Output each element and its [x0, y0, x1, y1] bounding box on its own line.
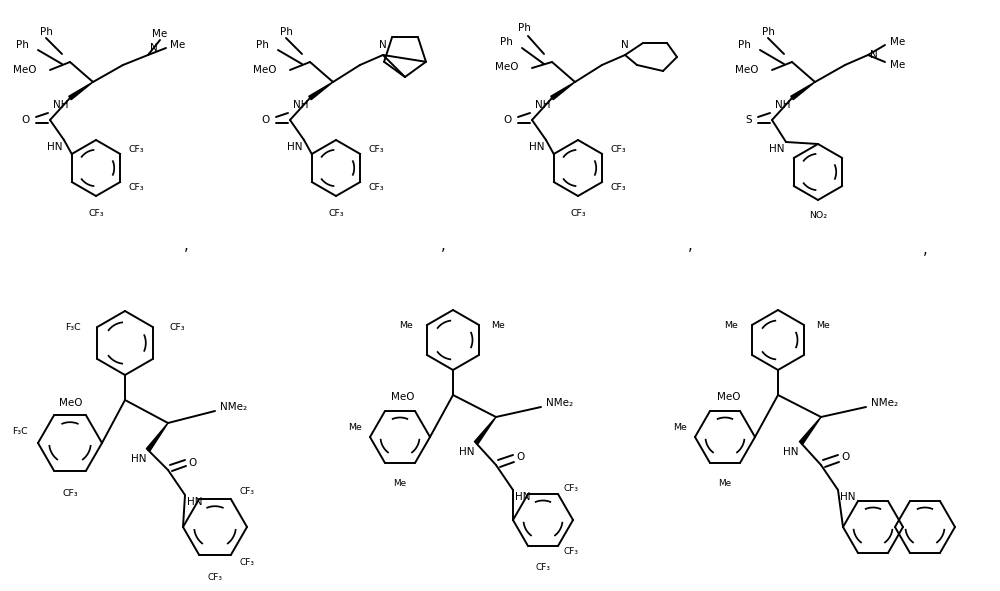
Text: CF₃: CF₃ [128, 183, 144, 191]
Text: HN: HN [458, 447, 474, 457]
Text: NH: NH [774, 100, 790, 110]
Text: O: O [841, 452, 849, 462]
Text: Me: Me [724, 320, 738, 330]
Text: MeO: MeO [716, 392, 740, 402]
Text: CF₃: CF₃ [536, 563, 550, 573]
Text: Ph: Ph [40, 27, 53, 37]
Text: HN: HN [840, 492, 856, 502]
Text: HN: HN [784, 447, 799, 457]
Text: NMe₂: NMe₂ [871, 398, 898, 408]
Text: CF₃: CF₃ [610, 145, 626, 154]
Text: CF₃: CF₃ [564, 483, 579, 492]
Text: Ph: Ph [762, 27, 775, 37]
Text: CF₃: CF₃ [328, 209, 344, 219]
Text: N: N [379, 40, 387, 50]
Text: Me: Me [399, 320, 413, 330]
Text: HN: HN [187, 497, 202, 507]
Polygon shape [551, 82, 575, 100]
Text: CF₃: CF₃ [368, 183, 384, 191]
Text: Me: Me [393, 479, 407, 488]
Text: O: O [516, 452, 524, 462]
Text: NO₂: NO₂ [809, 210, 827, 219]
Text: ,: , [184, 238, 188, 252]
Text: Ph: Ph [738, 40, 751, 50]
Text: CF₃: CF₃ [208, 573, 222, 582]
Text: HN: HN [768, 144, 784, 154]
Text: Ph: Ph [500, 37, 513, 47]
Polygon shape [799, 417, 821, 444]
Polygon shape [309, 82, 333, 100]
Text: NH: NH [292, 100, 308, 110]
Polygon shape [69, 82, 93, 100]
Text: Me: Me [673, 423, 687, 431]
Text: CF₃: CF₃ [88, 209, 104, 219]
Text: CF₃: CF₃ [239, 487, 254, 496]
Text: N: N [150, 43, 158, 53]
Text: HN: HN [515, 492, 530, 502]
Text: CF₃: CF₃ [239, 558, 254, 567]
Text: Me: Me [491, 320, 505, 330]
Text: MeO: MeO [253, 65, 276, 75]
Text: NH: NH [534, 100, 550, 110]
Text: CF₃: CF₃ [564, 547, 579, 557]
Polygon shape [474, 417, 496, 444]
Text: CF₃: CF₃ [610, 183, 626, 191]
Text: O: O [22, 115, 30, 125]
Text: MeO: MeO [13, 65, 36, 75]
Text: HN: HN [46, 142, 62, 152]
Text: ,: , [621, 583, 625, 591]
Text: Me: Me [816, 320, 830, 330]
Text: MeO: MeO [495, 62, 518, 72]
Text: ,: , [688, 238, 692, 252]
Text: CF₃: CF₃ [128, 145, 144, 154]
Text: Ph: Ph [518, 23, 531, 33]
Text: NMe₂: NMe₂ [220, 402, 247, 412]
Text: HN: HN [130, 454, 146, 464]
Text: ,: , [441, 238, 445, 252]
Text: O: O [504, 115, 512, 125]
Text: N: N [870, 50, 878, 60]
Polygon shape [146, 423, 168, 452]
Text: HN: HN [528, 142, 544, 152]
Text: ,: , [298, 587, 302, 591]
Text: HN: HN [287, 142, 302, 152]
Text: Me: Me [170, 40, 185, 50]
Text: ,: , [923, 242, 927, 258]
Text: Ph: Ph [280, 27, 293, 37]
Text: NH: NH [52, 100, 68, 110]
Text: MeO: MeO [58, 398, 82, 408]
Text: Me: Me [152, 29, 168, 39]
Text: Me: Me [718, 479, 732, 488]
Text: O: O [262, 115, 270, 125]
Text: ,: , [949, 583, 953, 591]
Text: NMe₂: NMe₂ [546, 398, 573, 408]
Text: F₃C: F₃C [65, 323, 81, 332]
Text: Ph: Ph [256, 40, 269, 50]
Text: CF₃: CF₃ [570, 209, 586, 219]
Text: Me: Me [890, 37, 905, 47]
Text: F₃C: F₃C [12, 427, 28, 437]
Text: O: O [188, 458, 196, 468]
Text: S: S [745, 115, 752, 125]
Text: Me: Me [890, 60, 905, 70]
Text: Me: Me [348, 423, 362, 431]
Text: MeO: MeO [392, 392, 415, 402]
Text: N: N [621, 40, 629, 50]
Text: MeO: MeO [735, 65, 759, 75]
Polygon shape [791, 82, 815, 100]
Text: CF₃: CF₃ [62, 489, 78, 498]
Text: CF₃: CF₃ [368, 145, 384, 154]
Text: Ph: Ph [16, 40, 29, 50]
Text: CF₃: CF₃ [169, 323, 185, 332]
